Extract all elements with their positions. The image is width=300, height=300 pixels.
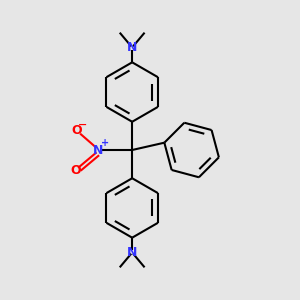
Text: +: + [101,139,110,148]
Text: N: N [127,246,137,259]
Text: −: − [78,120,87,130]
Text: N: N [127,41,137,54]
Text: O: O [70,164,81,177]
Text: O: O [72,124,83,137]
Text: N: N [93,143,103,157]
